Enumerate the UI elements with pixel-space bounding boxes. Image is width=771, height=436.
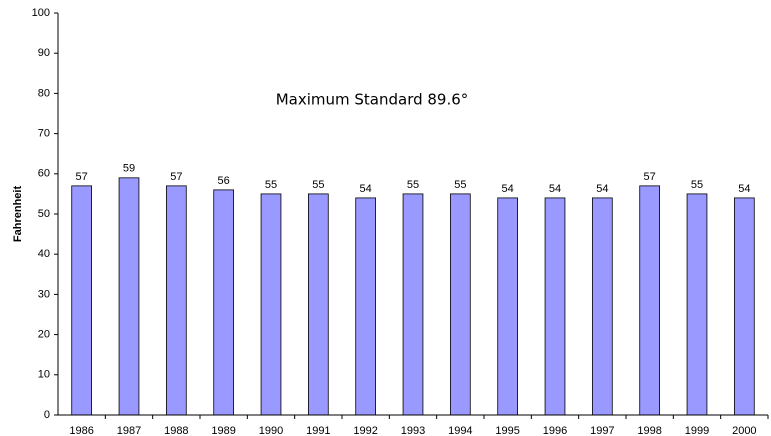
y-tick-label: 50	[38, 208, 50, 220]
bar	[71, 185, 93, 416]
x-tick-label: 1993	[401, 425, 425, 436]
x-tick-label: 1992	[353, 425, 377, 436]
x-tick-label: 2000	[732, 425, 756, 436]
y-tick-label: 100	[32, 7, 50, 19]
bar	[118, 177, 140, 416]
x-tick-label: 1989	[211, 425, 235, 436]
data-label: 55	[265, 179, 277, 191]
x-tick-label: 1987	[117, 425, 141, 436]
bar	[497, 197, 519, 416]
data-label: 55	[691, 179, 703, 191]
data-label: 54	[738, 183, 750, 195]
bar	[213, 189, 235, 416]
bar	[402, 193, 424, 416]
x-tick-label: 1996	[543, 425, 567, 436]
x-tick-label: 1995	[495, 425, 519, 436]
data-label: 54	[360, 183, 372, 195]
x-tick-label: 1998	[637, 425, 661, 436]
bar	[639, 185, 661, 416]
bar	[591, 197, 613, 416]
data-label: 57	[76, 171, 88, 183]
data-label: 59	[123, 163, 135, 175]
data-label: 57	[170, 171, 182, 183]
y-tick-label: 40	[38, 248, 50, 260]
x-tick-label: 1991	[306, 425, 330, 436]
bar	[449, 193, 471, 416]
data-label: 56	[218, 175, 230, 187]
bar	[355, 197, 377, 416]
data-label: 54	[502, 183, 514, 195]
y-tick-label: 30	[38, 288, 50, 300]
x-tick-label: 1997	[590, 425, 614, 436]
x-tick-label: 1988	[164, 425, 188, 436]
x-tick-label: 1994	[448, 425, 472, 436]
bar	[165, 185, 187, 416]
data-label: 55	[454, 179, 466, 191]
y-tick-label: 20	[38, 329, 50, 341]
x-tick-label: 1999	[685, 425, 709, 436]
data-label: 57	[644, 171, 656, 183]
data-label: 55	[312, 179, 324, 191]
y-tick-label: 60	[38, 168, 50, 180]
bar	[686, 193, 708, 416]
bar	[260, 193, 282, 416]
data-label: 54	[549, 183, 561, 195]
y-tick-label: 0	[44, 409, 50, 421]
y-tick-label: 80	[38, 87, 50, 99]
bar	[733, 197, 755, 416]
y-tick-label: 70	[38, 128, 50, 140]
bar	[544, 197, 566, 416]
x-tick-label: 1986	[69, 425, 93, 436]
data-label: 55	[407, 179, 419, 191]
bar	[307, 193, 329, 416]
y-tick-label: 90	[38, 47, 50, 59]
x-tick-label: 1990	[259, 425, 283, 436]
data-label: 54	[596, 183, 608, 195]
y-tick-label: 10	[38, 369, 50, 381]
annotation: Maximum Standard 89.6°	[276, 91, 469, 109]
y-axis-label: Fahrenheit	[12, 186, 24, 243]
